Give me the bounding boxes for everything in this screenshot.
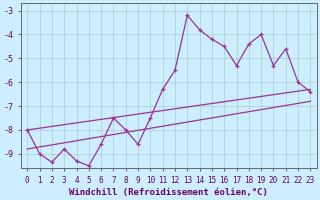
X-axis label: Windchill (Refroidissement éolien,°C): Windchill (Refroidissement éolien,°C) [69, 188, 268, 197]
